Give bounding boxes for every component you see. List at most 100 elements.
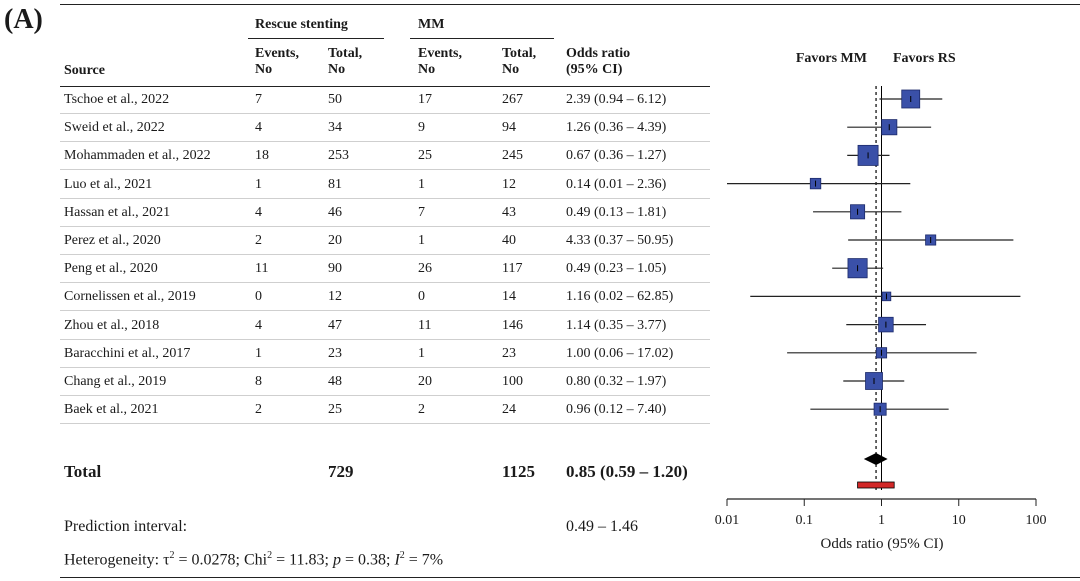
total-rs: 729	[328, 462, 354, 481]
study-rs-total: 20	[328, 233, 342, 248]
study-mm-events: 25	[418, 148, 432, 164]
study-source: Tschoe et al., 2022	[64, 92, 170, 107]
study-source: Chang et al., 2019	[64, 374, 167, 389]
col-header-mm-total: Total, No	[502, 46, 537, 77]
pooled-diamond	[863, 453, 888, 465]
study-mm-events: 1	[418, 176, 425, 192]
study-mm-total: 23	[502, 345, 516, 361]
study-source: Sweid et al., 2022	[64, 120, 165, 136]
study-rs-total: 81	[328, 176, 342, 192]
study-rs-events: 11	[255, 261, 269, 277]
study-rs-events: 4	[255, 317, 262, 333]
row-rule	[60, 141, 710, 143]
study-source: Peng et al., 2020	[64, 261, 158, 277]
study-source: Baracchini et al., 2017	[64, 345, 191, 361]
study-rs-total: 25	[328, 402, 342, 418]
study-odds-ratio: 1.26 (0.36 – 4.39)	[566, 120, 667, 136]
x-tick-label: 10	[952, 513, 966, 528]
total-mm: 1125	[502, 462, 536, 481]
row-rule	[60, 113, 710, 114]
study-odds-ratio: 0.49 (0.23 – 1.05)	[566, 261, 667, 277]
study-odds-ratio: 0.80 (0.32 – 1.97)	[566, 374, 667, 389]
row-rule	[60, 423, 710, 425]
study-mm-total: 14	[502, 289, 516, 305]
study-odds-ratio: 4.33 (0.37 – 50.95)	[566, 233, 674, 248]
study-mm-total: 24	[502, 402, 516, 418]
study-rs-events: 2	[255, 233, 262, 248]
study-rs-total: 90	[328, 261, 342, 277]
col-header-rs-total: Total, No	[328, 46, 363, 77]
group-rule-rescue	[248, 38, 384, 39]
group-header-rescue: Rescue stenting	[255, 17, 348, 32]
study-mm-events: 7	[418, 204, 425, 220]
col-header-mm-events: Events, No	[418, 46, 462, 77]
study-rs-total: 12	[328, 289, 342, 305]
study-rs-events: 2	[255, 402, 262, 418]
favors-left-label: Favors MM	[796, 51, 867, 66]
study-odds-ratio: 1.16 (0.02 – 62.85)	[566, 289, 674, 305]
group-rule-mm	[410, 38, 554, 39]
study-rs-events: 0	[255, 289, 262, 305]
study-rs-events: 1	[255, 176, 262, 192]
study-mm-total: 40	[502, 233, 516, 248]
study-mm-events: 17	[418, 92, 432, 107]
study-mm-events: 2	[418, 402, 425, 418]
row-rule	[60, 366, 710, 368]
study-mm-total: 146	[502, 317, 523, 333]
study-rs-total: 253	[328, 148, 349, 164]
study-source: Perez et al., 2020	[64, 233, 161, 248]
heterogeneity-text: Heterogeneity: τ2 = 0.0278; Chi2 = 11.83…	[64, 550, 444, 569]
study-mm-total: 43	[502, 204, 516, 220]
study-rs-events: 7	[255, 92, 262, 107]
study-rs-events: 1	[255, 345, 262, 361]
col-header-source: Source	[64, 63, 105, 78]
col-header-odds-ratio: Odds ratio (95% CI)	[566, 46, 631, 77]
study-odds-ratio: 0.96 (0.12 – 7.40)	[566, 402, 667, 418]
x-tick-label: 0.01	[715, 513, 740, 528]
study-rs-total: 48	[328, 374, 342, 389]
study-rs-events: 4	[255, 120, 262, 136]
total-label: Total	[64, 462, 102, 481]
x-tick-label: 100	[1026, 513, 1047, 528]
study-mm-total: 267	[502, 92, 523, 107]
study-mm-total: 245	[502, 148, 523, 164]
group-header-mm: MM	[418, 17, 445, 32]
study-mm-events: 1	[418, 233, 425, 248]
x-tick-label: 0.1	[796, 513, 814, 528]
study-source: Baek et al., 2021	[64, 402, 159, 418]
row-rule	[60, 395, 710, 396]
study-source: Hassan et al., 2021	[64, 204, 171, 220]
study-mm-events: 11	[418, 317, 432, 333]
row-rule	[60, 282, 710, 284]
study-rs-events: 8	[255, 374, 262, 389]
study-rs-events: 4	[255, 204, 262, 220]
panel-label: (A)	[4, 4, 43, 35]
study-rs-events: 18	[255, 148, 269, 164]
study-rs-total: 23	[328, 345, 342, 361]
study-mm-total: 12	[502, 176, 516, 192]
prediction-value: 0.49 – 1.46	[566, 518, 638, 535]
study-mm-total: 117	[502, 261, 523, 277]
study-odds-ratio: 0.14 (0.01 – 2.36)	[566, 176, 667, 192]
study-odds-ratio: 1.14 (0.35 – 3.77)	[566, 317, 667, 333]
study-mm-events: 0	[418, 289, 425, 305]
favors-right-label: Favors RS	[893, 51, 956, 66]
study-odds-ratio: 1.00 (0.06 – 17.02)	[566, 345, 674, 361]
study-source: Mohammaden et al., 2022	[64, 148, 211, 164]
x-axis-title: Odds ratio (95% CI)	[821, 536, 944, 552]
row-rule	[60, 254, 710, 255]
total-odds-ratio: 0.85 (0.59 – 1.20)	[566, 462, 688, 481]
col-header-rs-events: Events, No	[255, 46, 299, 77]
top-rule	[60, 4, 1080, 5]
study-odds-ratio: 0.49 (0.13 – 1.81)	[566, 204, 667, 220]
study-odds-ratio: 2.39 (0.94 – 6.12)	[566, 92, 667, 107]
study-odds-ratio: 0.67 (0.36 – 1.27)	[566, 148, 667, 164]
row-rule	[60, 310, 710, 312]
study-mm-events: 20	[418, 374, 432, 389]
x-tick-label: 1	[878, 513, 885, 528]
study-rs-total: 34	[328, 120, 342, 136]
row-rule	[60, 225, 710, 227]
study-mm-events: 9	[418, 120, 425, 136]
bottom-rule	[60, 577, 1080, 578]
